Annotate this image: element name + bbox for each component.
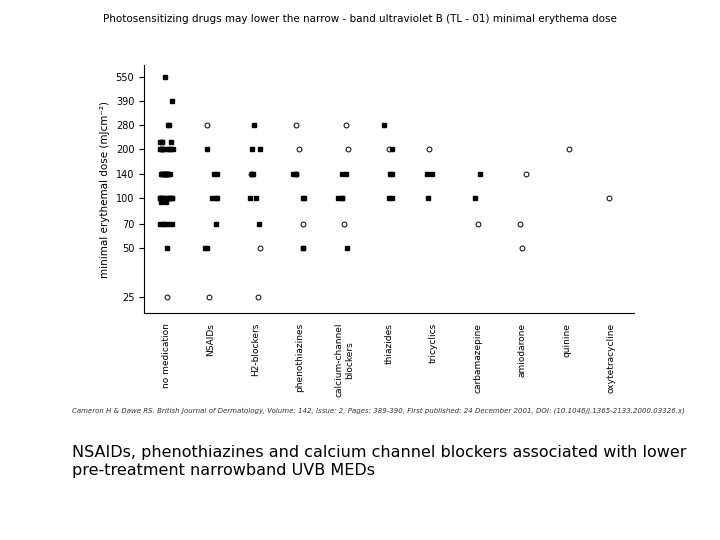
Text: Photosensitizing drugs may lower the narrow - band ultraviolet B (TL - 01) minim: Photosensitizing drugs may lower the nar… (103, 14, 617, 24)
Y-axis label: minimal erythemaI dose (mJcm⁻²): minimal erythemaI dose (mJcm⁻²) (100, 100, 110, 278)
Text: NSAIDs, phenothiazines and calcium channel blockers associated with lower
pre-tr: NSAIDs, phenothiazines and calcium chann… (72, 446, 686, 478)
Text: Cameron H & Dawe RS. British Journal of Dermatology, Volume: 142, Issue: 2, Page: Cameron H & Dawe RS. British Journal of … (72, 408, 685, 414)
